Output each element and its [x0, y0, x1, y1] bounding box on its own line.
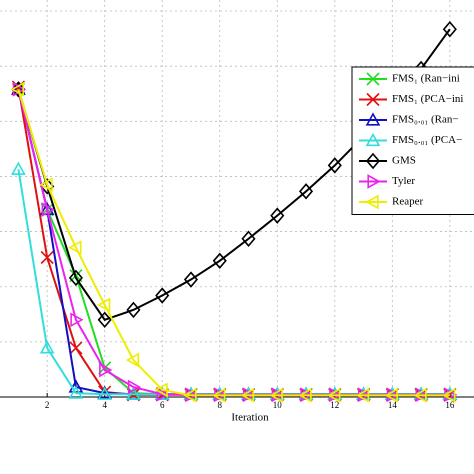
marker: [156, 386, 170, 402]
marker: [68, 269, 83, 287]
legend-label: FMS₀.₀₁ (PCA−: [392, 134, 462, 146]
marker: [413, 387, 427, 403]
marker: [41, 202, 55, 217]
marker: [97, 297, 111, 313]
marker: [11, 161, 26, 175]
marker: [327, 387, 341, 403]
marker: [212, 252, 227, 270]
x-tick-label: 6: [160, 400, 165, 410]
marker: [125, 352, 140, 368]
marker: [155, 287, 170, 304]
marker: [327, 157, 342, 174]
marker: [69, 341, 83, 355]
marker: [270, 207, 285, 224]
legend-label: FMS₁ (Ran−ini: [392, 73, 460, 85]
legend-label: Tyler: [392, 175, 415, 187]
marker: [367, 174, 381, 189]
marker: [269, 387, 283, 403]
marker: [68, 385, 84, 399]
marker: [39, 340, 55, 354]
legend-box: [351, 66, 474, 215]
marker: [10, 81, 25, 97]
marker: [298, 387, 312, 403]
marker: [183, 387, 197, 403]
marker: [240, 387, 255, 403]
marker: [127, 379, 142, 395]
marker: [126, 386, 141, 400]
marker: [70, 312, 84, 328]
legend-label: Reaper: [392, 196, 423, 208]
x-axis-label: Iteration: [231, 412, 269, 424]
legend-label: GMS: [392, 155, 416, 167]
marker: [442, 20, 457, 38]
x-tick-label: 14: [388, 400, 398, 410]
marker: [68, 240, 82, 255]
marker: [39, 201, 55, 216]
marker: [39, 177, 53, 193]
x-tick-label: 16: [445, 400, 455, 410]
marker: [298, 183, 314, 200]
marker: [40, 250, 54, 265]
legend-label: FMS₀.₀₁ (Ran−: [392, 114, 459, 126]
marker: [365, 152, 381, 170]
series-line: [17, 89, 450, 397]
marker: [442, 387, 456, 403]
marker: [11, 81, 26, 95]
marker: [97, 311, 112, 329]
x-tick-label: 4: [102, 400, 107, 410]
marker: [366, 72, 380, 86]
marker: [126, 301, 141, 319]
x-tick-label: 2: [45, 400, 50, 410]
marker: [365, 132, 381, 147]
x-tick-label: 12: [330, 400, 339, 410]
marker: [365, 194, 379, 210]
marker: [365, 112, 381, 126]
legend-label: FMS₁ (PCA−ini: [392, 93, 463, 105]
x-tick-label: 8: [217, 400, 222, 410]
marker: [241, 230, 256, 247]
marker: [366, 92, 380, 107]
marker: [99, 362, 113, 378]
x-tick-label: 10: [273, 400, 283, 410]
marker: [97, 386, 113, 400]
marker: [212, 387, 226, 403]
legend: FMS₁ (Ran−ini FMS₁ (PCA−ini FMS₀.₀₁ (Ran− F…: [351, 66, 474, 215]
marker: [384, 387, 398, 403]
marker: [355, 387, 370, 403]
marker: [183, 271, 199, 288]
marker: [154, 382, 168, 398]
